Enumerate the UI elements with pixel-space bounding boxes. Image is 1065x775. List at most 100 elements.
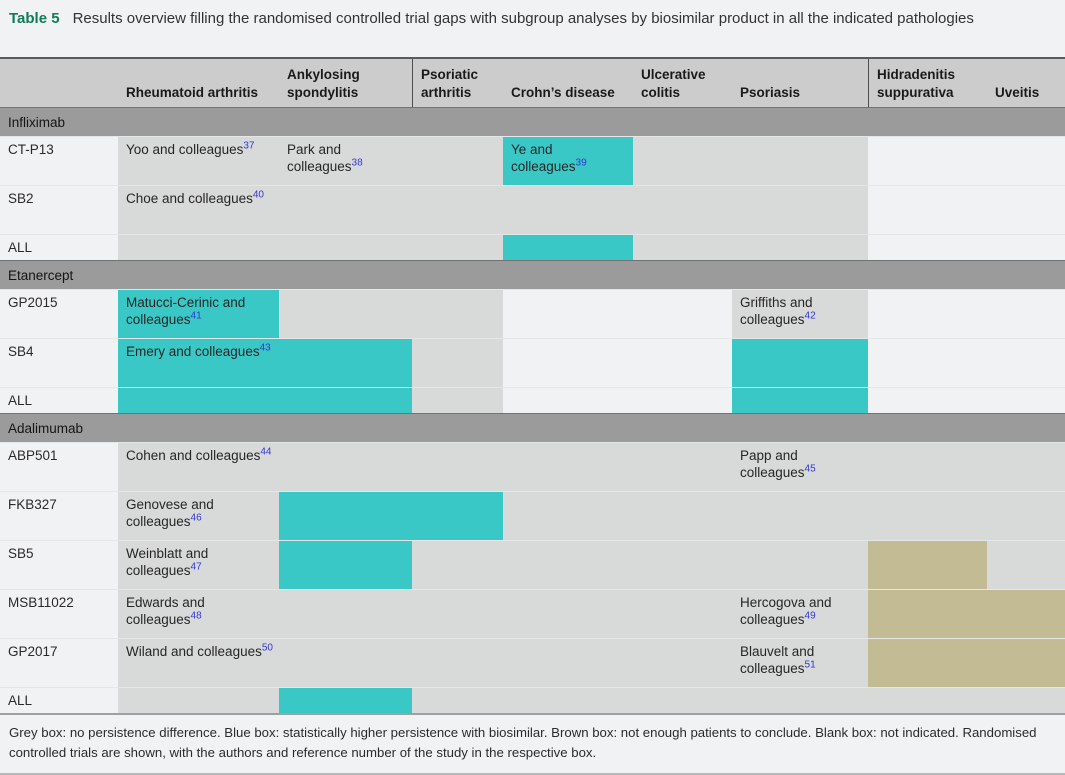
- result-cell-cd-grey: [503, 442, 633, 491]
- result-cell-cd-grey: [503, 687, 633, 713]
- result-cell-psa-grey: [412, 540, 503, 589]
- result-cell-hs-brown: [868, 540, 987, 589]
- result-cell-cd-teal: [503, 234, 633, 260]
- result-cell-uc-grey: [633, 491, 732, 540]
- result-cell-pso-teal: [732, 338, 868, 387]
- row-label-ct-p13: CT-P13: [0, 136, 118, 185]
- result-cell-uv-brown: [987, 589, 1065, 638]
- result-cell-pso-grey: [732, 234, 868, 260]
- result-cell-cd-grey: [503, 589, 633, 638]
- table-number: Table 5: [9, 10, 60, 27]
- table-row-adalimumab-sb5: SB5 Weinblatt and colleagues47: [0, 540, 1065, 589]
- table-row-etanercept-gp2015: GP2015 Matucci-Cerinic and colleagues41 Gr…: [0, 289, 1065, 338]
- result-cell-hs-grey: [868, 442, 987, 491]
- table-row-adalimumab-msb11022: MSB11022 Edwards and colleagues48 Hercogov…: [0, 589, 1065, 638]
- study-cell-pso-grey: Hercogova and colleagues49: [732, 589, 868, 638]
- table-row-etanercept-sb4: SB4 Emery and colleagues43: [0, 338, 1065, 387]
- study-authors: Weinblatt and colleagues: [126, 546, 209, 578]
- result-cell-uc-blank: [633, 338, 732, 387]
- group-band-row-etanercept: Etanercept: [0, 260, 1065, 289]
- group-label-infliximab: Infliximab: [0, 107, 1065, 136]
- result-cell-ra-grey: [118, 234, 279, 260]
- result-cell-pso-grey: [732, 491, 868, 540]
- row-label-abp501: ABP501: [0, 442, 118, 491]
- result-cell-psa-grey: [412, 589, 503, 638]
- result-cell-psa-teal: [412, 491, 503, 540]
- study-authors: Park and colleagues: [287, 142, 352, 174]
- reference-link[interactable]: 41: [190, 310, 202, 322]
- reference-link[interactable]: 50: [261, 642, 273, 654]
- result-cell-uv-grey: [987, 687, 1065, 713]
- result-cell-psa-grey: [412, 338, 503, 387]
- study-authors: Griffiths and colleagues: [740, 295, 813, 327]
- study-authors: Yoo and colleagues: [126, 142, 244, 157]
- column-header-ulcerative-colitis: Ulcerative colitis: [641, 67, 706, 100]
- row-label-sb4: SB4: [0, 338, 118, 387]
- result-cell-uc-blank: [633, 387, 732, 413]
- reference-link[interactable]: 46: [190, 512, 202, 524]
- column-header-psoriasis: Psoriasis: [740, 84, 801, 100]
- corner-header: [0, 59, 118, 107]
- reference-link[interactable]: 39: [575, 157, 587, 169]
- reference-link[interactable]: 47: [190, 561, 202, 573]
- row-label-all: ALL: [0, 234, 118, 260]
- result-cell-as-grey: [279, 234, 412, 260]
- reference-link[interactable]: 45: [804, 463, 816, 475]
- result-cell-as-grey: [279, 638, 412, 687]
- result-cell-cd-grey: [503, 185, 633, 234]
- table-row-infliximab-sb2: SB2 Choe and colleagues40: [0, 185, 1065, 234]
- row-label-gp2015: GP2015: [0, 289, 118, 338]
- result-cell-as-grey: [279, 289, 412, 338]
- study-authors: Wiland and colleagues: [126, 644, 262, 659]
- reference-link[interactable]: 49: [804, 610, 816, 622]
- reference-link[interactable]: 44: [260, 446, 272, 458]
- reference-link[interactable]: 37: [243, 140, 255, 152]
- result-cell-hs-blank: [868, 289, 987, 338]
- study-cell-ra-teal: Emery and colleagues43: [118, 338, 279, 387]
- row-label-sb5: SB5: [0, 540, 118, 589]
- result-cell-hs-blank: [868, 185, 987, 234]
- result-cell-hs-blank: [868, 387, 987, 413]
- reference-link[interactable]: 38: [351, 157, 363, 169]
- result-cell-cd-grey: [503, 491, 633, 540]
- result-cell-uv-blank: [987, 136, 1065, 185]
- group-label-etanercept: Etanercept: [0, 260, 1065, 289]
- study-authors: Ye and colleagues: [511, 142, 576, 174]
- group-band-row-infliximab: Infliximab: [0, 107, 1065, 136]
- reference-link[interactable]: 48: [190, 610, 202, 622]
- result-cell-as-grey: [279, 442, 412, 491]
- result-cell-uv-grey: [987, 442, 1065, 491]
- column-header-crohn-s-disease: Crohn’s disease: [511, 84, 615, 100]
- result-cell-uv-grey: [987, 540, 1065, 589]
- result-cell-pso-grey: [732, 687, 868, 713]
- group-label-adalimumab: Adalimumab: [0, 413, 1065, 442]
- row-label-all: ALL: [0, 687, 118, 713]
- reference-link[interactable]: 43: [259, 342, 271, 354]
- result-cell-psa-grey: [412, 234, 503, 260]
- result-cell-uc-grey: [633, 136, 732, 185]
- study-cell-as-grey: Park and colleagues38: [279, 136, 412, 185]
- result-cell-as-teal: [279, 687, 412, 713]
- study-authors: Edwards and colleagues: [126, 595, 205, 627]
- result-cell-uv-blank: [987, 387, 1065, 413]
- result-cell-cd-blank: [503, 338, 633, 387]
- result-cell-psa-grey: [412, 289, 503, 338]
- reference-link[interactable]: 51: [804, 659, 816, 671]
- result-cell-uv-blank: [987, 289, 1065, 338]
- table-row-adalimumab-gp2017: GP2017 Wiland and colleagues50 Blauvelt an…: [0, 638, 1065, 687]
- result-cell-psa-grey: [412, 185, 503, 234]
- study-authors: Choe and colleagues: [126, 191, 253, 206]
- reference-link[interactable]: 40: [252, 189, 264, 201]
- result-cell-uv-brown: [987, 638, 1065, 687]
- table-header-row: Rheumatoid arthritis Ankylosing spondylit…: [0, 57, 1065, 107]
- result-cell-hs-grey: [868, 687, 987, 713]
- table-row-adalimumab-abp501: ABP501 Cohen and colleagues44 Papp and col…: [0, 442, 1065, 491]
- result-cell-ra-grey: [118, 687, 279, 713]
- study-cell-ra-grey: Edwards and colleagues48: [118, 589, 279, 638]
- result-cell-uc-grey: [633, 687, 732, 713]
- row-label-all: ALL: [0, 387, 118, 413]
- reference-link[interactable]: 42: [804, 310, 816, 322]
- column-header-ankylosing-spondylitis: Ankylosing spondylitis: [287, 67, 360, 100]
- result-cell-pso-grey: [732, 540, 868, 589]
